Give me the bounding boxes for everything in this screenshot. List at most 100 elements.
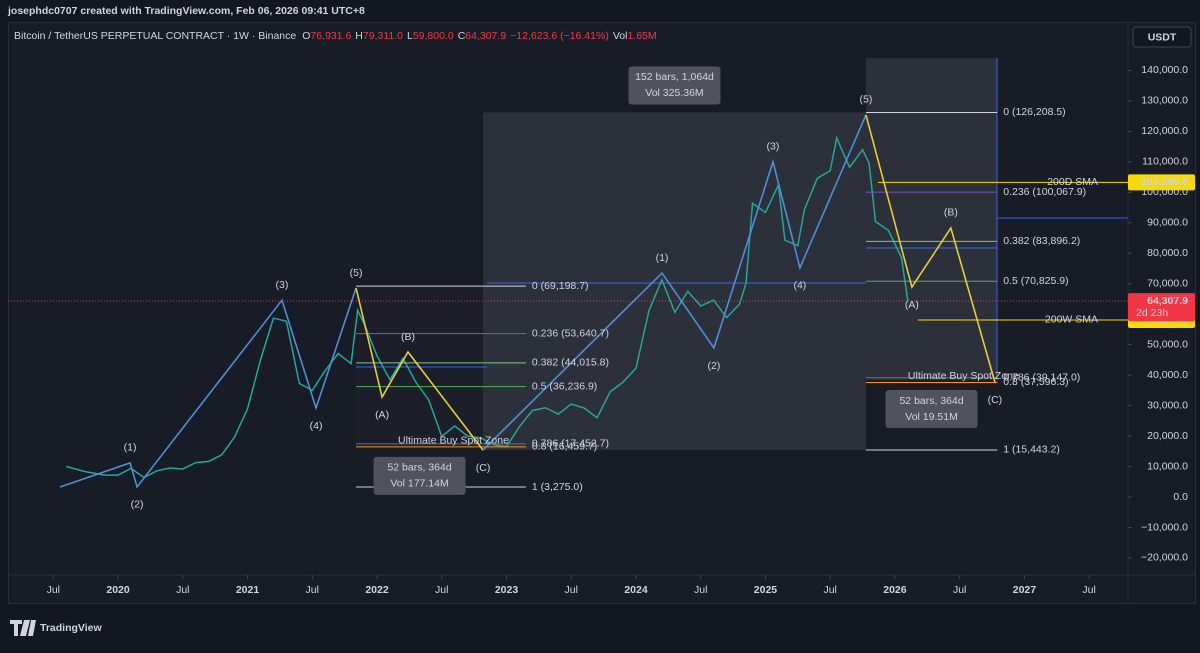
author-line: josephdc0707 created with TradingView.co… — [7, 5, 365, 17]
brand-logo — [10, 620, 36, 636]
x-tick-label: 2020 — [106, 584, 130, 596]
ohlc-key: O — [302, 30, 310, 42]
y-tick-label: 90,000.0 — [1147, 217, 1188, 229]
x-tick-label: 2026 — [883, 584, 907, 596]
date-range — [483, 112, 866, 450]
fib-label: 0.236 (100,067.9) — [1003, 186, 1086, 198]
ohlc-value: 76,931.6 — [310, 30, 351, 42]
symbol-line: Bitcoin / TetherUS PERPETUAL CONTRACT · … — [14, 30, 657, 42]
x-tick-label: Jul — [953, 584, 966, 596]
last-price-tag — [1128, 293, 1195, 322]
ohlc-value: 64,307.9 — [465, 30, 506, 42]
y-tick-label: 10,000.0 — [1147, 460, 1188, 472]
x-tick-label: Jul — [1082, 584, 1095, 596]
zone-label: Ultimate Buy Spot Zone — [908, 370, 1019, 382]
x-tick-label: 2024 — [624, 584, 648, 596]
price-line — [66, 135, 909, 479]
y-tick-label: 80,000.0 — [1147, 247, 1188, 259]
fib-label: 0.382 (83,896.2) — [1003, 235, 1080, 247]
x-tick-label: Jul — [823, 584, 836, 596]
range-label: Vol 19.51M — [905, 411, 958, 423]
ohlc-value: 59,800.0 — [413, 30, 454, 42]
wave-label: (2) — [708, 360, 721, 372]
range-label: 152 bars, 1,064d — [635, 71, 714, 83]
x-tick-label: Jul — [565, 584, 578, 596]
fib-label: 0.5 (70,825.9) — [1003, 275, 1068, 287]
vol-value: 1.65M — [627, 30, 656, 42]
range-label-box — [373, 456, 466, 495]
fib-label: 0 (69,198.7) — [532, 280, 589, 292]
wave-label: (C) — [988, 394, 1003, 406]
x-tick-label: Jul — [306, 584, 319, 596]
chart-pane — [8, 22, 1196, 604]
wave-label: (2) — [131, 499, 144, 511]
range-label: 52 bars, 364d — [899, 395, 963, 407]
currency-label: USDT — [1148, 31, 1177, 43]
y-tick-label: 20,000.0 — [1147, 430, 1188, 442]
date-range — [865, 58, 998, 381]
x-tick-label: Jul — [435, 584, 448, 596]
wave-label: (1) — [656, 252, 669, 264]
wave-label: (C) — [476, 462, 491, 474]
x-tick-label: Jul — [694, 584, 707, 596]
wave-line — [482, 114, 867, 451]
fib-label: 0.236 (53,640.7) — [532, 327, 609, 339]
fib-label: 1 (3,275.0) — [532, 481, 583, 493]
fib-label: 1 (15,443.2) — [1003, 444, 1060, 456]
countdown: 2d 23h — [1136, 307, 1168, 319]
wave-label: (5) — [860, 94, 873, 106]
y-tick-label: 130,000.0 — [1141, 95, 1188, 107]
range-label-box — [885, 390, 978, 429]
y-tick-label: 70,000.0 — [1147, 278, 1188, 290]
zone-label: Ultimate Buy Spot Zone — [398, 435, 509, 447]
brand-name: TradingView — [40, 622, 102, 634]
wave-label: (B) — [401, 331, 415, 343]
wave-label: (5) — [350, 267, 363, 279]
x-tick-label: 2021 — [236, 584, 260, 596]
wave-label: (4) — [310, 420, 323, 432]
wave-label: (B) — [944, 207, 958, 219]
range-label: 52 bars, 364d — [387, 462, 451, 474]
y-tick-label: −10,000.0 — [1141, 521, 1188, 533]
wave-label: (A) — [905, 299, 919, 311]
wave-line — [355, 287, 484, 451]
x-tick-label: 2025 — [754, 584, 778, 596]
vol-key: Vol — [613, 30, 628, 42]
x-tick-label: Jul — [47, 584, 60, 596]
sma-tag — [1128, 174, 1195, 191]
currency-button[interactable] — [1132, 26, 1192, 48]
fib-label: 0.382 (44,015.8) — [532, 357, 609, 369]
symbol: Bitcoin / TetherUS PERPETUAL CONTRACT · … — [14, 30, 296, 42]
y-tick-label: 50,000.0 — [1147, 338, 1188, 350]
wave-line — [865, 114, 996, 383]
fib-label: 0.786 (39,147.0) — [1003, 372, 1080, 384]
y-tick-label: 0.0 — [1173, 491, 1188, 503]
sma-tag-label: 103,260.8 — [1141, 176, 1188, 188]
plot-area — [8, 58, 1128, 489]
fib-label: 0.5 (36,236.9) — [532, 380, 597, 392]
y-tick-label: 110,000.0 — [1142, 156, 1188, 168]
ohlc-value: 79,311.0 — [363, 30, 403, 42]
change: −12,623.6 (−16.41%) — [510, 30, 609, 42]
range-label: Vol 177.14M — [390, 478, 448, 490]
ohlc-key: C — [458, 30, 466, 42]
x-tick-label: 2023 — [495, 584, 519, 596]
y-tick-label: 120,000.0 — [1141, 125, 1188, 137]
y-tick-label: 40,000.0 — [1147, 369, 1188, 381]
fib-label: 0.786 (17,452.7) — [532, 438, 609, 450]
y-tick-label: 30,000.0 — [1147, 399, 1188, 411]
wave-line — [59, 287, 357, 489]
fib-label: 0.8 (16,459.7) — [532, 441, 597, 453]
ohlc-key: L — [407, 30, 413, 42]
wave-label: (3) — [276, 279, 289, 291]
sma-name: 200W SMA — [1045, 314, 1098, 326]
fib-label: 0.8 (37,596.3) — [1003, 376, 1068, 388]
wave-label: (1) — [124, 442, 137, 454]
range-label: Vol 325.36M — [645, 87, 703, 99]
y-tick-label: −20,000.0 — [1141, 552, 1188, 564]
x-tick-label: Jul — [176, 584, 189, 596]
wave-label: (4) — [793, 280, 806, 292]
x-tick-label: 2022 — [365, 584, 389, 596]
ohlc-key: H — [355, 30, 363, 42]
